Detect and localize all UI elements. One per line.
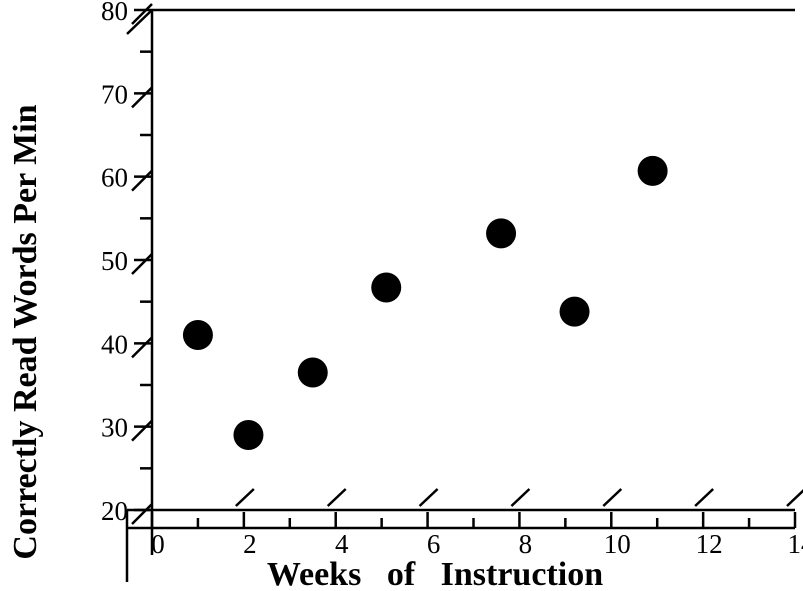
y-axis-label: Correctly Read Words Per Min xyxy=(7,104,44,559)
y-tick-label: 20 xyxy=(101,496,128,526)
x-tick-label: 2 xyxy=(243,529,257,559)
x-tick-slash xyxy=(694,488,715,507)
x-tick-slash xyxy=(786,489,803,507)
x-tick-slash xyxy=(234,488,255,507)
x-tick-label: 10 xyxy=(604,529,631,559)
y-tick-label: 70 xyxy=(101,79,128,109)
x-axis-ticks: 0 2 4 6 8 10 12 14 xyxy=(150,488,803,559)
y-tick-label: 60 xyxy=(101,163,128,193)
corner-diagonal xyxy=(126,9,153,35)
x-tick-label: 8 xyxy=(519,529,533,559)
data-point xyxy=(297,357,328,388)
y-tick-label: 80 xyxy=(101,0,128,26)
data-point xyxy=(559,296,590,327)
data-points xyxy=(182,155,668,450)
x-tick-slash xyxy=(418,488,439,507)
y-tick-label: 30 xyxy=(101,413,128,443)
y-axis-ticks: 20 30 40 50 60 70 80 xyxy=(101,0,153,526)
x-tick-label: 14 xyxy=(788,529,803,559)
x-tick-label: 0 xyxy=(151,529,165,559)
data-point xyxy=(486,218,517,249)
x-tick-slash xyxy=(510,488,531,507)
y-tick-slash xyxy=(131,503,153,525)
x-tick-label: 12 xyxy=(696,529,723,559)
y-tick-slash xyxy=(131,169,153,192)
x-tick-slash xyxy=(602,488,623,507)
y-tick-slash xyxy=(131,86,153,109)
data-point xyxy=(233,420,264,450)
data-point xyxy=(182,320,213,350)
data-point xyxy=(637,155,668,186)
y-tick-slash xyxy=(131,253,153,275)
x-tick-label: 4 xyxy=(335,529,349,559)
y-tick-label: 50 xyxy=(101,246,128,276)
y-tick-slash xyxy=(131,3,153,25)
x-tick-slash xyxy=(326,488,347,507)
x-tick-label: 6 xyxy=(427,529,441,559)
y-tick-slash xyxy=(131,336,153,359)
y-tick-slash xyxy=(131,419,153,442)
data-point xyxy=(371,272,402,303)
y-tick-label: 40 xyxy=(101,329,128,359)
x-axis-label: Weeks of Instruction xyxy=(267,556,603,591)
chart-frame xyxy=(125,8,795,582)
